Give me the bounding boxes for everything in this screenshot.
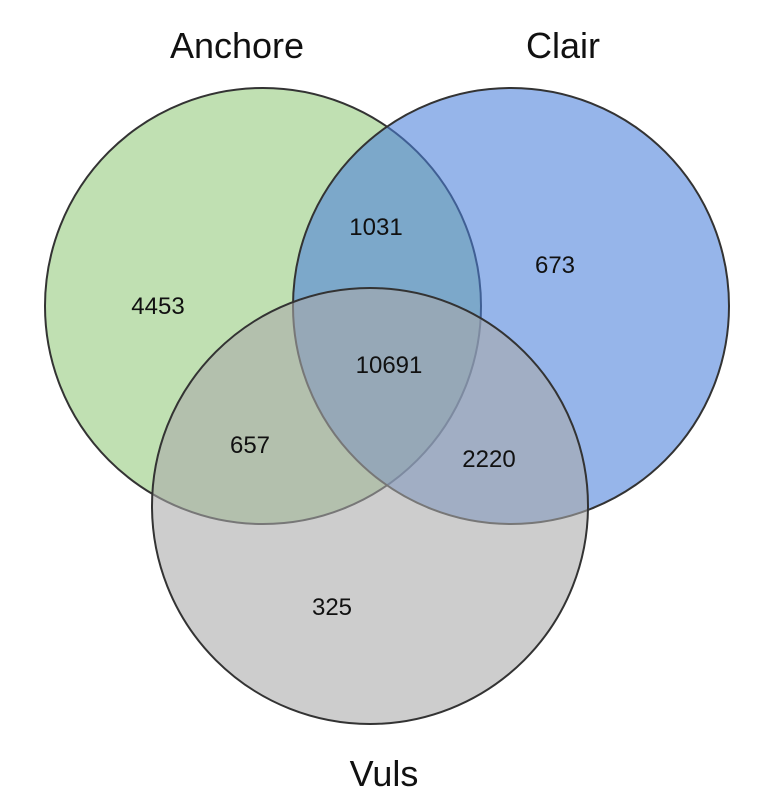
count-clair-vuls: 2220 — [462, 446, 515, 473]
circle-vuls — [151, 287, 589, 725]
count-anchore-only: 4453 — [131, 293, 184, 320]
region-counts: 4453 673 325 1031 657 2220 10691 — [131, 214, 575, 621]
count-clair-only: 673 — [535, 252, 575, 279]
count-vuls-only: 325 — [312, 594, 352, 621]
label-anchore: Anchore — [170, 25, 304, 66]
count-anchore-clair: 1031 — [349, 214, 402, 241]
set-circles — [44, 87, 730, 725]
count-all-three: 10691 — [356, 352, 423, 379]
label-clair: Clair — [526, 25, 600, 66]
count-anchore-vuls: 657 — [230, 432, 270, 459]
label-vuls: Vuls — [350, 753, 419, 794]
set-labels: Anchore Clair Vuls — [170, 25, 600, 794]
